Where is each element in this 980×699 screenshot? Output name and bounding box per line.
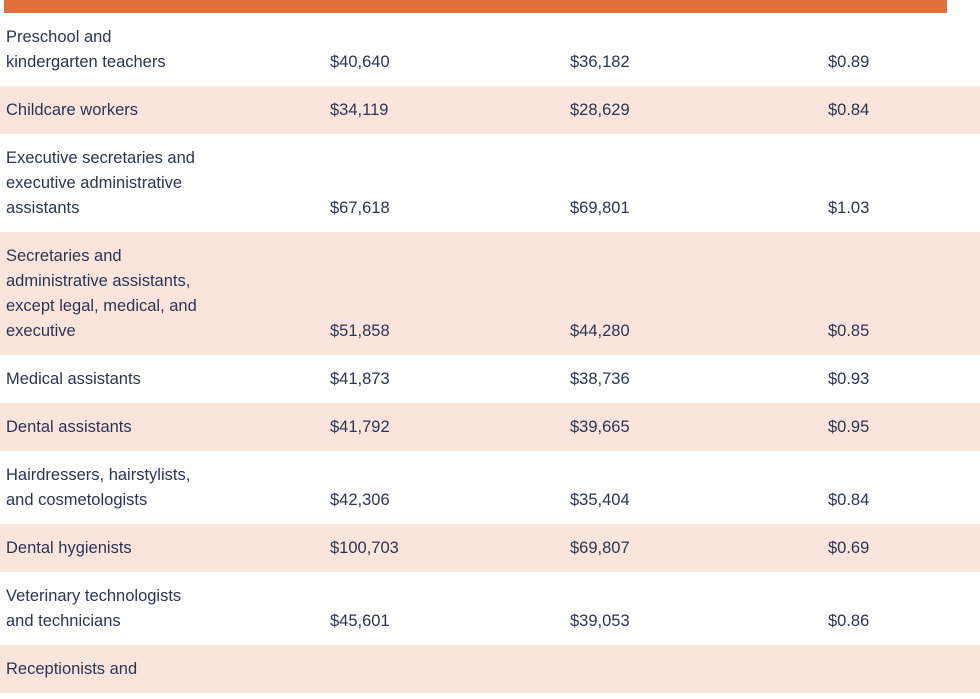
occupation-label: Dental hygienists — [0, 524, 330, 572]
occupation-label-line: Veterinary technologists — [6, 587, 182, 605]
earnings-ratio-value: $0.93 — [828, 370, 870, 388]
occupation-label: Childcare workers — [0, 86, 330, 134]
men-earnings-value: $100,703 — [330, 539, 399, 557]
occupation-label-line: Secretaries and — [6, 247, 122, 265]
occupation-label-line: Medical assistants — [6, 370, 141, 388]
occupation-label: Executive secretaries and executive admin… — [0, 134, 330, 232]
occupation-label-line: and cosmetologists — [6, 491, 148, 509]
men-earnings-value: $40,640 — [330, 53, 390, 71]
occupation-label-line: kindergarten teachers — [6, 53, 166, 71]
occupation-label-line: Hairdressers, hairstylists, — [6, 466, 191, 484]
earnings-ratio-value: $0.85 — [828, 322, 870, 340]
earnings-ratio-value: $0.84 — [828, 101, 870, 119]
men-earnings-value: $51,858 — [330, 322, 390, 340]
table-row: Preschool and kindergarten teachers $40,64… — [0, 13, 980, 86]
occupation-label-line: Dental assistants — [6, 418, 132, 436]
men-earnings-value — [330, 682, 570, 693]
occupation-label-line: executive administrative — [6, 174, 183, 192]
women-earnings-value: $39,665 — [570, 418, 630, 436]
women-earnings-value: $69,801 — [570, 199, 630, 217]
men-earnings-value: $41,792 — [330, 418, 390, 436]
occupation-label: Hairdressers, hairstylists, and cosmetolo… — [0, 451, 330, 524]
data-table: Preschool and kindergarten teachers $40,64… — [0, 13, 980, 693]
occupation-label-line: Receptionists and — [6, 660, 138, 678]
women-earnings-value: $36,182 — [570, 53, 630, 71]
women-earnings-value: $28,629 — [570, 101, 630, 119]
table-row: Veterinary technologists and technicians $… — [0, 572, 980, 645]
earnings-ratio-value: $1.03 — [828, 199, 870, 217]
earnings-ratio-value: $0.89 — [828, 53, 870, 71]
occupation-label-line: assistants — [6, 199, 80, 217]
earnings-ratio-value: $0.84 — [828, 491, 870, 509]
table-row: Executive secretaries and executive admin… — [0, 134, 980, 232]
men-earnings-value: $41,873 — [330, 370, 390, 388]
occupation-label: Medical assistants — [0, 355, 330, 403]
table-row: Dental hygienists $100,703 $69,807 $0.69 — [0, 524, 980, 572]
occupation-label-line: Childcare workers — [6, 101, 139, 119]
women-earnings-value: $38,736 — [570, 370, 630, 388]
occupation-label-line: Preschool and — [6, 28, 112, 46]
women-earnings-value — [570, 682, 828, 693]
earnings-ratio-value — [828, 682, 980, 693]
occupation-label: Receptionists and — [0, 645, 330, 693]
table-row: Medical assistants $41,873 $38,736 $0.93 — [0, 355, 980, 403]
earnings-ratio-value: $0.86 — [828, 612, 870, 630]
women-earnings-value: $44,280 — [570, 322, 630, 340]
occupation-label: Veterinary technologists and technicians — [0, 572, 330, 645]
women-earnings-value: $35,404 — [570, 491, 630, 509]
table-row: Secretaries and administrative assistants… — [0, 232, 980, 355]
table-row: Receptionists and — [0, 645, 980, 693]
table-row: Hairdressers, hairstylists, and cosmetolo… — [0, 451, 980, 524]
occupation-label-line: except legal, medical, and — [6, 297, 197, 315]
occupation-label-line: executive — [6, 322, 76, 340]
occupation-label-line: and technicians — [6, 612, 121, 630]
men-earnings-value: $34,119 — [330, 101, 389, 119]
earnings-ratio-value: $0.69 — [828, 539, 870, 557]
men-earnings-value: $67,618 — [330, 199, 390, 217]
occupation-label: Dental assistants — [0, 403, 330, 451]
occupation-label: Preschool and kindergarten teachers — [0, 13, 330, 86]
occupation-label-line: administrative assistants, — [6, 272, 191, 290]
occupation-label: Secretaries and administrative assistants… — [0, 232, 330, 355]
occupation-label-line: Executive secretaries and — [6, 149, 195, 167]
women-earnings-value: $69,807 — [570, 539, 630, 557]
occupation-label-line: Dental hygienists — [6, 539, 132, 557]
men-earnings-value: $42,306 — [330, 491, 390, 509]
table-row: Childcare workers $34,119 $28,629 $0.84 — [0, 86, 980, 134]
earnings-ratio-value: $0.95 — [828, 418, 870, 436]
table-header-bar — [4, 0, 947, 13]
table-row: Dental assistants $41,792 $39,665 $0.95 — [0, 403, 980, 451]
men-earnings-value: $45,601 — [330, 612, 390, 630]
women-earnings-value: $39,053 — [570, 612, 630, 630]
